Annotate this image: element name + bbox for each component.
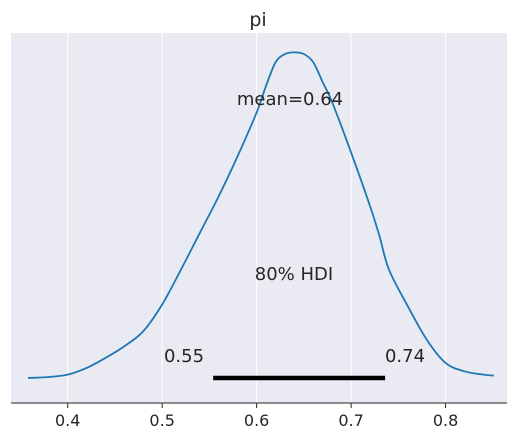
x-tick-label: 0.5 — [149, 411, 174, 430]
chart-title: pi — [249, 9, 266, 31]
x-ticks: 0.4 0.5 0.6 0.7 0.8 — [55, 403, 458, 430]
hdi-label: 80% HDI — [255, 264, 333, 285]
hdi-high-label: 0.74 — [385, 346, 425, 367]
grid-layer — [67, 33, 447, 403]
mean-annotation: mean=0.64 — [237, 89, 343, 110]
x-tick-label: 0.7 — [338, 411, 363, 430]
x-tick-label: 0.6 — [244, 411, 269, 430]
hdi-low-label: 0.55 — [164, 346, 204, 367]
density-curve — [27, 51, 494, 379]
x-tick-label: 0.4 — [55, 411, 80, 430]
x-tick-label: 0.8 — [433, 411, 458, 430]
plot-background — [11, 33, 507, 403]
